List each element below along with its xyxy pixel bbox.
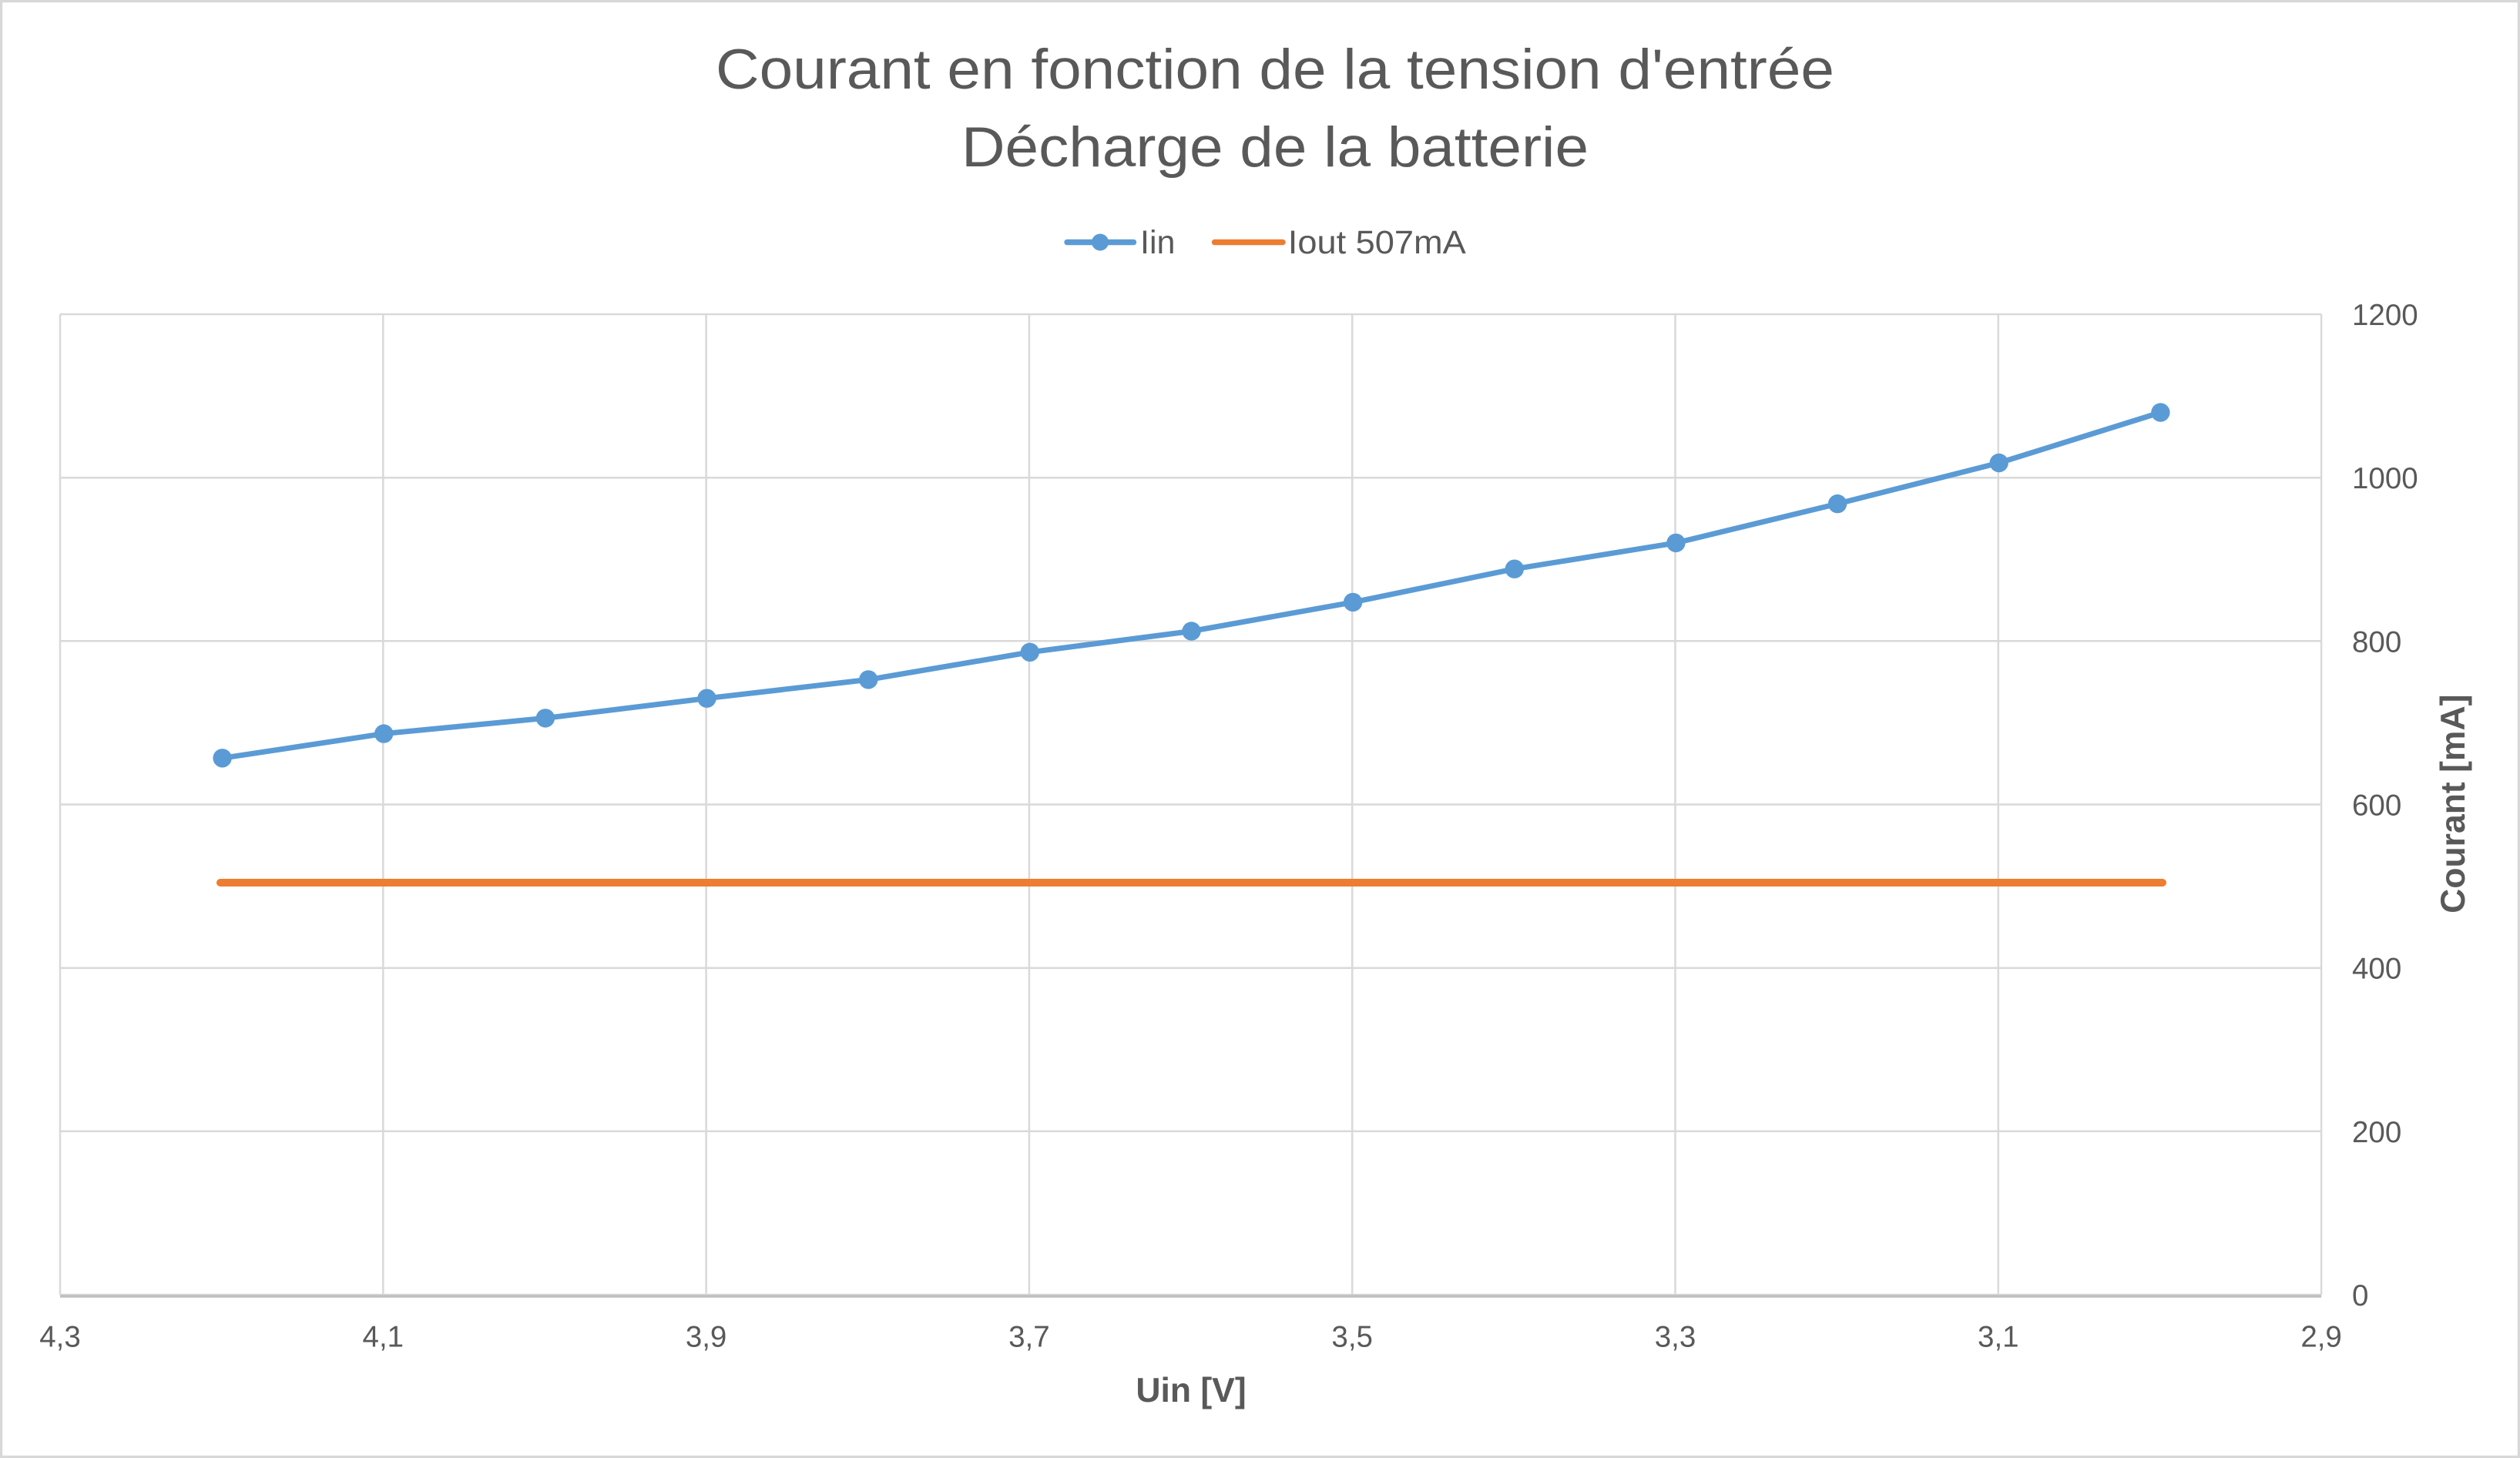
svg-text:Iout 507mA: Iout 507mA [1288,224,1466,261]
svg-text:1000: 1000 [2352,462,2418,495]
svg-text:2,9: 2,9 [2300,1321,2342,1354]
svg-text:200: 200 [2352,1116,2401,1149]
svg-text:3,9: 3,9 [686,1321,727,1354]
svg-text:4,1: 4,1 [363,1321,404,1354]
svg-text:3,1: 3,1 [1978,1321,2019,1354]
svg-text:800: 800 [2352,625,2401,659]
svg-text:Décharge de la batterie: Décharge de la batterie [961,115,1589,179]
svg-text:600: 600 [2352,789,2401,823]
svg-text:1200: 1200 [2352,299,2418,332]
svg-text:Uin [V]: Uin [V] [1136,1372,1246,1409]
svg-text:Courant en fonction de la tens: Courant en fonction de la tension d'entr… [716,37,1834,101]
svg-text:Courant [mA]: Courant [mA] [2434,695,2472,913]
svg-text:0: 0 [2352,1279,2368,1312]
svg-text:3,3: 3,3 [1655,1321,1696,1354]
svg-text:3,7: 3,7 [1008,1321,1050,1354]
svg-text:4,3: 4,3 [39,1321,81,1354]
svg-text:Iin: Iin [1140,224,1175,261]
svg-text:3,5: 3,5 [1331,1321,1373,1354]
svg-text:400: 400 [2352,953,2401,986]
